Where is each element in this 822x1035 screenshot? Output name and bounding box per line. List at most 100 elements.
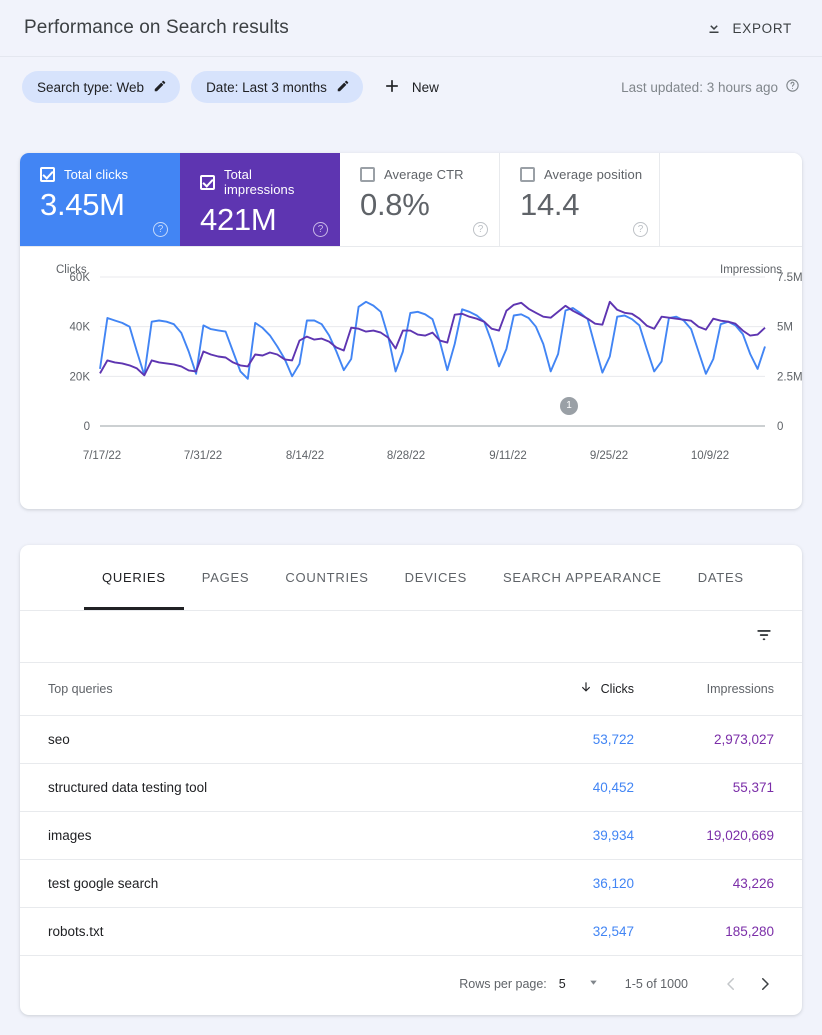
y-axis-right-tick: 2.5M [777, 371, 802, 383]
metric-label: Total impressions [224, 167, 295, 197]
rows-per-page-value: 5 [558, 976, 566, 991]
metric-value: 0.8% [360, 187, 430, 222]
dimension-table-card: QUERIES PAGES COUNTRIES DEVICES SEARCH APPEA… [20, 545, 802, 1015]
tab-dates[interactable]: DATES [680, 545, 762, 610]
metric-card-empty-slot [660, 153, 802, 246]
chevron-left-icon[interactable] [714, 967, 748, 1001]
cell-impressions: 19,020,669 [652, 811, 802, 860]
tab-label: DATES [697, 570, 744, 585]
x-axis-tick: 9/11/22 [489, 450, 527, 462]
y-axis-left-tick: 0 [84, 421, 90, 433]
metric-checkbox-average-ctr[interactable] [360, 167, 375, 182]
y-axis-right-tick: 7.5M [777, 272, 802, 284]
column-header-clicks-label: Clicks [600, 681, 634, 696]
table-row[interactable]: seo 53,722 2,973,027 [20, 715, 802, 764]
cell-impressions: 43,226 [652, 859, 802, 908]
metric-card-average-ctr[interactable]: Average CTR 0.8% ? [340, 153, 500, 246]
metric-head: Total impressions [200, 167, 323, 197]
x-axis-tick: 7/17/22 [83, 450, 121, 462]
table-row[interactable]: robots.txt 32,547 185,280 [20, 907, 802, 956]
pagination-range: 1-5 of 1000 [624, 976, 688, 991]
metric-label: Average CTR [384, 167, 464, 182]
export-button[interactable]: EXPORT [697, 12, 800, 45]
table-row[interactable]: structured data testing tool 40,452 55,371 [20, 763, 802, 812]
dimension-tabs: QUERIES PAGES COUNTRIES DEVICES SEARCH APPEA… [20, 545, 802, 611]
cell-query: robots.txt [20, 907, 502, 956]
chip-date-range[interactable]: Date: Last 3 months [191, 71, 363, 103]
metric-checkbox-total-clicks[interactable] [40, 167, 55, 182]
table-head: Top queries Clicks Impressions [20, 663, 802, 716]
queries-table: Top queries Clicks Impressions seo 53,722… [20, 663, 802, 956]
column-header-impressions[interactable]: Impressions [652, 663, 802, 716]
y-axis-right-title: Impressions [720, 264, 782, 276]
last-updated: Last updated: 3 hours ago [621, 78, 800, 96]
cell-query: seo [20, 715, 502, 764]
column-header-clicks[interactable]: Clicks [502, 663, 652, 716]
help-icon[interactable]: ? [153, 222, 168, 237]
table-toolbar [20, 611, 802, 663]
tab-pages[interactable]: PAGES [184, 545, 268, 610]
table-body: seo 53,722 2,973,027 structured data testin… [20, 715, 802, 956]
new-filter-label: New [411, 79, 439, 95]
series-line-total-clicks [99, 300, 766, 380]
chip-search-type-label: Search type: Web [37, 79, 145, 95]
y-axis-right-tick: 5M [777, 322, 793, 334]
cell-impressions: 55,371 [652, 763, 802, 812]
tab-countries[interactable]: COUNTRIES [267, 545, 386, 610]
table-row[interactable]: test google search 36,120 43,226 [20, 859, 802, 908]
chevron-down-icon [588, 977, 599, 991]
x-axis-tick: 8/14/22 [286, 450, 324, 462]
annotation-badge-1[interactable]: 1 [560, 397, 578, 415]
cell-clicks: 36,120 [502, 859, 652, 908]
metric-card-average-position[interactable]: Average position 14.4 ? [500, 153, 660, 246]
last-updated-text: Last updated: 3 hours ago [621, 79, 778, 95]
new-filter-button[interactable]: New [374, 71, 451, 103]
tab-label: SEARCH APPEARANCE [503, 570, 662, 585]
series-line-total-impressions [99, 300, 766, 377]
table-row[interactable]: images 39,934 19,020,669 [20, 811, 802, 860]
cell-clicks: 53,722 [502, 715, 652, 764]
metric-head: Total clicks [40, 167, 163, 182]
filter-bar: Search type: Web Date: Last 3 months New… [0, 57, 822, 117]
help-icon[interactable]: ? [313, 222, 328, 237]
y-axis-left-tick: 40K [70, 322, 91, 334]
x-axis-tick: 8/28/22 [387, 450, 425, 462]
metric-cards: Total clicks 3.45M ? Total impressions 4… [20, 153, 802, 247]
cell-impressions: 185,280 [652, 907, 802, 956]
plus-icon [382, 76, 402, 99]
metric-checkbox-total-impressions[interactable] [200, 174, 215, 190]
metric-label: Total clicks [64, 167, 129, 182]
help-icon[interactable]: ? [633, 222, 648, 237]
metric-checkbox-average-position[interactable] [520, 167, 535, 182]
arrow-down-icon [579, 680, 593, 697]
table-header-row: Top queries Clicks Impressions [20, 663, 802, 716]
export-label: EXPORT [732, 20, 792, 36]
tab-queries[interactable]: QUERIES [84, 545, 184, 610]
column-header-query[interactable]: Top queries [20, 663, 502, 716]
metric-value: 421M [200, 202, 277, 237]
page-title: Performance on Search results [24, 17, 289, 38]
tab-devices[interactable]: DEVICES [387, 545, 485, 610]
filter-icon[interactable] [746, 617, 782, 656]
help-icon[interactable] [785, 78, 800, 96]
cell-impressions: 2,973,027 [652, 715, 802, 764]
metric-card-total-impressions[interactable]: Total impressions 421M ? [180, 153, 340, 246]
chevron-right-icon[interactable] [748, 967, 782, 1001]
cell-query: structured data testing tool [20, 763, 502, 812]
cell-query: test google search [20, 859, 502, 908]
y-axis-left-tick: 20K [70, 371, 91, 383]
tab-search-appearance[interactable]: SEARCH APPEARANCE [485, 545, 680, 610]
tab-label: COUNTRIES [285, 570, 369, 585]
rows-per-page-select[interactable]: 5 [559, 977, 599, 991]
x-axis-tick: 9/25/22 [590, 450, 628, 462]
y-axis-left-title: Clicks [56, 264, 87, 276]
chip-date-range-label: Date: Last 3 months [206, 79, 327, 95]
cell-clicks: 40,452 [502, 763, 652, 812]
help-icon[interactable]: ? [473, 222, 488, 237]
cell-clicks: 39,934 [502, 811, 652, 860]
top-bar: Performance on Search results EXPORT [0, 0, 822, 57]
metric-card-total-clicks[interactable]: Total clicks 3.45M ? [20, 153, 180, 246]
cell-query: images [20, 811, 502, 860]
chip-search-type[interactable]: Search type: Web [22, 71, 181, 103]
metric-value: 3.45M [40, 187, 125, 222]
